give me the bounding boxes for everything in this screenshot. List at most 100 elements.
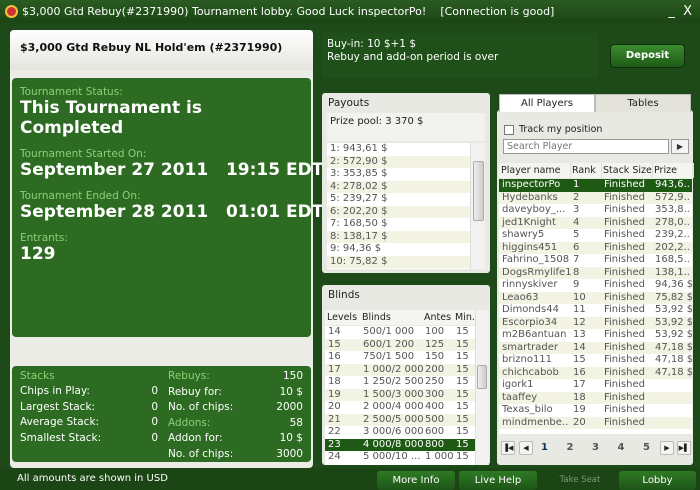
blind-level-row[interactable]: 16 750/1 500 150 15 [325,351,475,364]
player-cell: 11 [573,304,586,315]
tab-tables[interactable]: Tables [595,94,691,112]
minimize-button[interactable]: _ [668,4,675,19]
blind-level-row[interactable]: 17 1 000/2 000 200 15 [325,363,475,376]
players-list: inspectorPo 1 Finished 943,6.. Hydebanks 2 Fin… [499,179,692,434]
blinds-header: Levels Blinds Antes Min. [325,310,475,325]
player-cell: mindmenbe.. [502,416,569,428]
players-header: Player name Rank Stack Size Prize [499,163,694,178]
blinds-col-header[interactable]: Min. [455,312,475,323]
page-link[interactable]: 3 [592,442,599,453]
page-link[interactable]: 5 [643,442,650,453]
blinds-col-header[interactable]: Blinds [362,312,391,323]
player-cell: 9 [573,279,580,290]
player-row[interactable]: Fahrino_1508 7 Finished 168,5.. [499,254,692,267]
stack-label: Chips in Play: [20,385,90,397]
blinds-col-header[interactable]: Levels [327,312,358,323]
deposit-button[interactable]: Deposit [610,44,685,68]
payout-item: 7: 168,50 $ [330,218,388,229]
blind-level-row[interactable]: 21 2 500/5 000 500 15 [325,413,475,426]
blind-cell: 17 [328,363,341,375]
blind-level-row[interactable]: 20 2 000/4 000 400 15 [325,401,475,414]
player-row[interactable]: higgins451 6 Finished 202,2.. [499,241,692,254]
rebuy-value: 10 $ [279,385,303,398]
tab-all-players[interactable]: All Players [499,94,595,112]
more-info-button[interactable]: More Info [377,471,455,490]
track-position-checkbox[interactable] [504,125,514,135]
blind-level-row[interactable]: 18 1 250/2 500 250 15 [325,376,475,389]
stack-value: 0 [151,416,158,428]
take-seat-button[interactable]: Take Seat [541,471,619,490]
stack-label: Smallest Stack: [20,431,102,444]
payout-item: 9: 94,36 $ [330,243,382,254]
player-row[interactable]: mindmenbe.. 20 Finished [499,416,692,429]
player-row[interactable]: Hydebanks 2 Finished 572,9.. [499,191,692,204]
player-row[interactable]: rinnyskiver 9 Finished 94,36 $ [499,279,692,292]
prev-page-button[interactable]: ◀ [519,441,533,455]
player-row[interactable]: daveyboy_... 3 Finished 353,8.. [499,204,692,217]
blind-level-row[interactable]: 24 5 000/10 ... 1 000 15 [325,451,475,464]
payouts-scrollbar[interactable] [470,143,485,269]
last-page-button[interactable]: ▶▌ [677,441,691,455]
search-player-input[interactable] [503,139,669,154]
player-cell: 5 [573,229,580,240]
player-cell: Finished [604,391,645,403]
next-page-button[interactable]: ▶ [660,441,674,455]
blind-level-row[interactable]: 14 500/1 000 100 15 [325,326,475,339]
track-position-label: Track my position [519,124,603,135]
player-cell: smartrader [502,341,558,353]
blind-level-row[interactable]: 22 3 000/6 000 600 15 [325,426,475,439]
blind-cell: 15 [456,451,469,462]
blinds-scrollbar[interactable] [475,310,489,465]
player-cell: Finished [604,354,645,365]
live-help-button[interactable]: Live Help [459,471,537,490]
player-row[interactable]: Dimonds44 11 Finished 53,92 $ [499,304,692,317]
players-col-header[interactable]: Player name [501,163,571,178]
rebuy-note: Rebuy and add-on period is over [327,51,499,63]
blind-cell: 800 [425,438,445,450]
title-bar: $3,000 Gtd Rebuy(#2371990) Tournament lo… [0,0,700,23]
close-button[interactable]: X [683,4,692,19]
player-cell: Finished [604,216,645,228]
page-link[interactable]: 4 [617,442,625,453]
player-row[interactable]: Leao63 10 Finished 75,82 $ [499,291,692,304]
player-row[interactable]: taaffey 18 Finished [499,391,692,404]
player-cell: igork1 [502,379,534,390]
lobby-button[interactable]: Lobby [619,471,696,490]
player-row[interactable]: Escorpio34 12 Finished 53,92 $ [499,316,692,329]
player-cell: taaffey [502,391,538,403]
player-row[interactable]: jed1Knight 4 Finished 278,0.. [499,216,692,229]
player-row[interactable]: smartrader 14 Finished 47,18 $ [499,341,692,354]
blind-cell: 15 [456,351,469,362]
player-row[interactable]: shawry5 5 Finished 239,2.. [499,229,692,242]
blind-level-row[interactable]: 15 600/1 200 125 15 [325,338,475,351]
player-row[interactable]: inspectorPo 1 Finished 943,6.. [499,179,692,192]
blind-level-row[interactable]: 19 1 500/3 000 300 15 [325,388,475,401]
players-col-header[interactable]: Prize [654,163,694,178]
blind-cell: 4 000/8 000 [363,438,424,450]
player-cell: 202,2.. [655,241,690,253]
player-row[interactable]: Texas_bilo 19 Finished [499,404,692,417]
player-cell: 16 [573,366,586,378]
player-cell: Finished [604,266,645,278]
app-logo-icon [5,5,18,18]
page-link[interactable]: 1 [541,442,548,453]
blind-cell: 125 [425,338,445,350]
player-row[interactable]: brizno111 15 Finished 47,18 $ [499,354,692,367]
blinds-col-header[interactable]: Antes [424,312,452,323]
search-button[interactable]: ▶ [671,139,689,154]
blind-cell: 750/1 500 [363,351,415,362]
player-row[interactable]: chichcabob 16 Finished 47,18 $ [499,366,692,379]
players-col-header[interactable]: Stack Size [603,163,653,178]
first-page-button[interactable]: ▐◀ [501,441,515,455]
player-cell: shawry5 [502,229,545,240]
payout-item: 6: 202,20 $ [327,205,470,218]
player-row[interactable]: m2B6antuan 13 Finished 53,92 $ [499,329,692,342]
blind-cell: 15 [456,426,469,437]
blind-level-row[interactable]: 23 4 000/8 000 800 15 [325,438,475,451]
player-row[interactable]: igork1 17 Finished [499,379,692,392]
player-row[interactable]: DogsRmylife1 8 Finished 138,1.. [499,266,692,279]
player-cell: 8 [573,266,580,278]
players-col-header[interactable]: Rank [572,163,602,178]
payout-item: 10: 75,82 $ [327,255,470,268]
page-link[interactable]: 2 [566,442,574,453]
